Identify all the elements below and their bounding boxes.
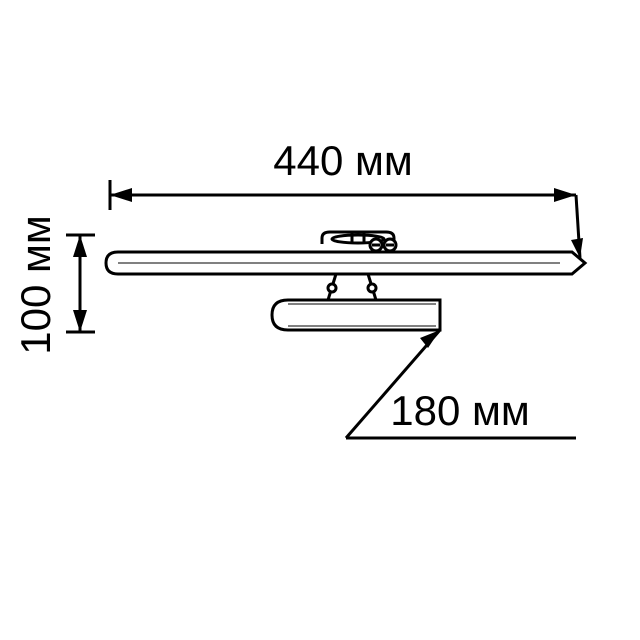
support-posts: [328, 274, 376, 300]
dimension-diagram: 440 мм 100 мм: [0, 0, 640, 640]
fixture: [106, 232, 585, 330]
dimension-width-label: 440 мм: [273, 137, 413, 184]
mount-bracket: [322, 232, 396, 251]
dimension-height-label: 100 мм: [12, 215, 59, 355]
dimension-height: 100 мм: [12, 215, 95, 355]
dimension-base-label: 180 мм: [390, 387, 530, 434]
dimension-base: 180 мм: [346, 330, 576, 438]
